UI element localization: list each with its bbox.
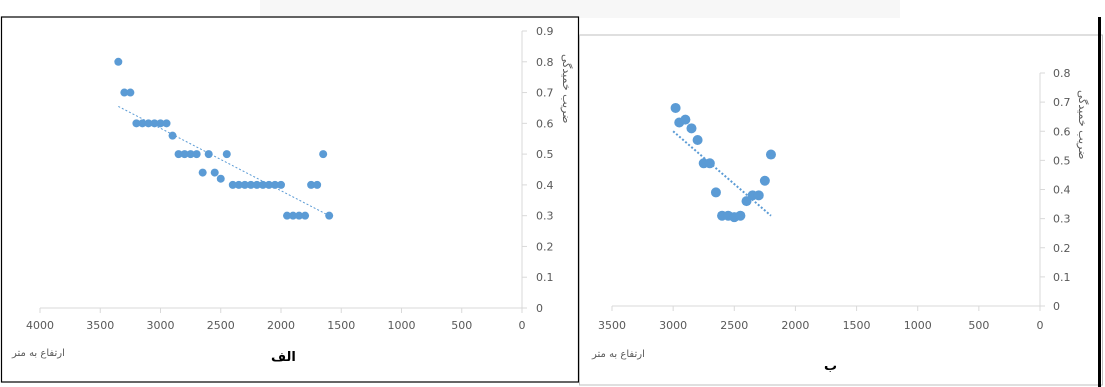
data-point [168,131,177,140]
data-point [283,211,292,220]
x-tick-label: 2500 [207,319,235,332]
y-tick-label: 0.9 [536,25,554,38]
x-tick-label: 3500 [86,319,114,332]
data-point [753,190,764,201]
data-point [180,150,189,159]
y-tick-label: 0.1 [536,271,554,284]
data-point [258,180,267,189]
data-point [759,175,770,186]
data-point [670,102,681,113]
data-point [289,211,298,220]
y-tick-label: 0.8 [1053,67,1071,80]
y-tick-label: 0 [536,302,543,315]
data-point [277,180,285,189]
x-tick-label: 3000 [147,319,175,332]
y-tick-label: 0.1 [1053,271,1071,284]
y-tick-label: 0.6 [1053,125,1071,138]
data-point [162,119,171,128]
x-tick-label: 2500 [720,319,748,332]
data-point [198,168,207,177]
y-tick-label: 0.2 [536,240,554,253]
background-watermark [260,0,900,18]
y-tick-label: 0 [1053,300,1060,313]
chart-be: 3500 3000 2500 2000 1500 1000 500 00 0.1 0.2 0.3 0.… [598,67,1071,332]
x-tick-label: 500 [451,319,472,332]
data-point [126,88,135,97]
x-tick-label: 1000 [904,319,932,332]
x-tick-label: 0 [1037,319,1044,332]
data-point [307,180,316,189]
data-point [138,119,147,128]
data-point [704,158,715,169]
data-point [120,88,129,97]
x-tick-label: 2000 [781,319,809,332]
y-tick-label: 0.5 [536,148,554,161]
chart-be-x-axis-title: ارتفاع به متر [591,349,645,360]
data-point [144,119,153,128]
x-tick-label: 1500 [843,319,871,332]
y-tick-label: 0.4 [536,179,554,192]
x-tick-label: 0 [519,319,526,332]
data-point [686,123,697,134]
chart-alef-y-axis-title: ضریب خمیدگی [560,54,573,123]
data-point [228,180,237,189]
data-point [204,150,213,159]
data-point [240,180,249,189]
data-point [210,168,219,177]
y-tick-label: 0.4 [1053,184,1071,197]
y-tick-label: 0.3 [1053,213,1071,226]
data-point [295,211,304,220]
y-tick-label: 0.6 [536,117,554,130]
data-point [192,150,201,159]
data-point [270,180,279,189]
chart-be-panel-label: ب [824,359,837,374]
x-tick-label: 500 [968,319,989,332]
data-point [132,119,141,128]
y-tick-label: 0.2 [1053,242,1071,255]
data-point [680,114,691,125]
trendline [672,130,772,217]
data-point [246,180,255,189]
data-point [325,211,334,220]
data-point [692,134,703,145]
data-point [174,150,183,159]
data-point [735,210,746,221]
y-tick-label: 0.5 [1053,154,1071,167]
data-point [765,149,776,160]
data-point [186,150,195,159]
x-tick-label: 3500 [598,319,626,332]
data-point [313,180,322,189]
chart-alef-x-axis-title: ارتفاع به متر [11,348,65,359]
right-edge-bar [1098,17,1101,387]
data-point [252,180,261,189]
y-tick-label: 0.3 [536,210,554,223]
data-point [156,119,165,128]
chart-alef: 4000 3500 3000 2500 2000 1500 1000 500 00 0.1 0.2 0… [26,25,554,332]
x-tick-label: 3000 [659,319,687,332]
chart-alef-panel-label: الف [271,350,296,365]
panel-alef-frame [0,16,580,383]
x-tick-label: 1500 [327,319,355,332]
data-point [264,180,273,189]
y-tick-label: 0.7 [536,87,554,100]
panel-be-frame [579,34,1103,386]
data-point [710,187,721,198]
y-tick-label: 0.8 [536,56,554,69]
x-tick-label: 1000 [388,319,416,332]
chart-be-y-axis-title: ضریب خمیدگی [1076,90,1089,159]
y-tick-label: 0.7 [1053,96,1071,109]
data-point [114,57,123,66]
data-point [150,119,159,128]
x-tick-label: 4000 [26,319,54,332]
data-point [319,150,328,159]
data-point [222,150,231,159]
data-point [301,211,310,220]
trendline [118,105,330,217]
data-point [234,180,243,189]
data-point [216,174,225,183]
x-tick-label: 2000 [267,319,295,332]
